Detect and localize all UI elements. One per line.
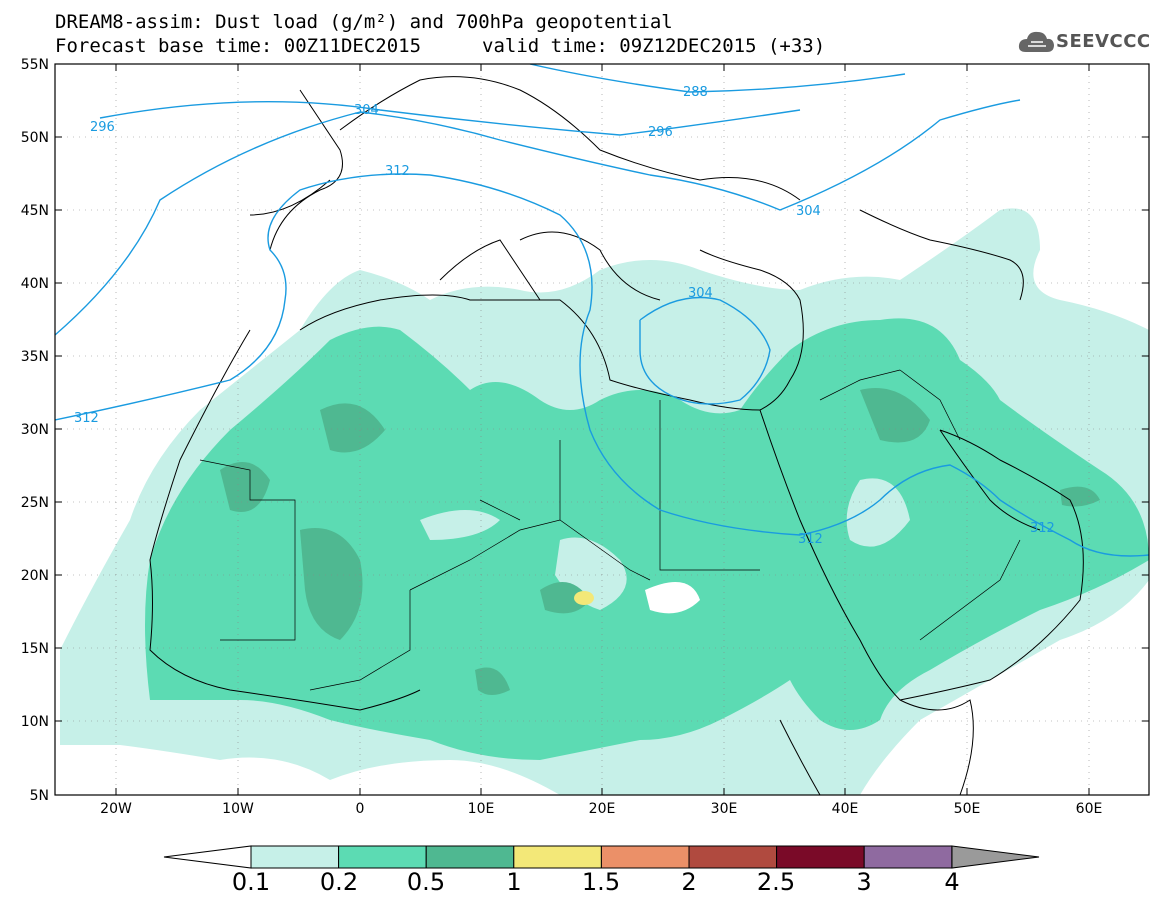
logo-text: SEEVCCC (1056, 31, 1151, 52)
cloud-logo-icon (1018, 31, 1054, 52)
lon-label: 30E (711, 801, 738, 817)
lat-label: 35N (21, 349, 49, 365)
base-time: Forecast base time: 00Z11DEC2015 (55, 35, 422, 57)
lat-label: 30N (21, 422, 49, 438)
country-borders (199, 369, 1021, 691)
legend-under-arrow (163, 845, 252, 869)
legend-label: 1 (506, 868, 522, 896)
lon-label: 40E (832, 801, 859, 817)
graticule (55, 64, 1149, 795)
legend-swatch (688, 845, 778, 869)
dust-band-05 (300, 528, 363, 640)
lat-label: 10N (21, 714, 49, 730)
geopotential-contours (55, 64, 1149, 557)
legend-swatch (863, 845, 953, 869)
dust-band-1 (574, 591, 594, 605)
contour-labels: 288 296 296 304 304 304 312 312 312 312 (74, 85, 1055, 547)
lat-label: 5N (30, 788, 49, 804)
lon-label: 10E (468, 801, 495, 817)
contour-label: 304 (688, 286, 713, 301)
contour-label: 288 (683, 85, 708, 100)
lon-label: 10W (222, 801, 254, 817)
lon-label: 50E (954, 801, 981, 817)
legend-swatch (776, 845, 865, 869)
lat-label: 20N (21, 568, 49, 584)
legend-label: 0.1 (231, 868, 271, 896)
legend-swatch (250, 845, 340, 869)
legend-label: 1.5 (581, 868, 621, 896)
lon-label: 20W (100, 801, 132, 817)
contour-label: 312 (74, 411, 99, 426)
latitude-labels: 55N 50N 45N 40N 35N 30N 25N 20N 15N 10N … (21, 57, 49, 804)
legend-swatch (338, 845, 427, 869)
lon-label: 0 (356, 801, 365, 817)
longitude-labels: 20W 10W 0 10E 20E 30E 40E 50E 60E (100, 801, 1102, 817)
lat-label: 40N (21, 276, 49, 292)
legend-over-arrow (951, 845, 1040, 869)
contour-label: 312 (1030, 521, 1055, 536)
lat-label: 45N (21, 203, 49, 219)
lon-label: 20E (589, 801, 616, 817)
contour-label: 312 (798, 532, 823, 547)
contour-label: 304 (354, 103, 379, 118)
forecast-times: Forecast base time: 00Z11DEC2015 valid ti… (55, 35, 825, 57)
legend-label: 0.2 (319, 868, 359, 896)
legend-label: 2 (681, 868, 697, 896)
contour-label: 296 (90, 120, 115, 135)
legend-swatch (600, 845, 690, 869)
legend-label: 4 (944, 868, 960, 896)
color-legend (163, 845, 1040, 869)
legend-label: 3 (856, 868, 872, 896)
lat-label: 15N (21, 641, 49, 657)
lat-label: 25N (21, 495, 49, 511)
contour-label: 304 (796, 204, 821, 219)
map-title: DREAM8-assim: Dust load (g/m²) and 700hP… (55, 11, 673, 33)
coastlines (149, 76, 1084, 795)
legend-label: 0.5 (406, 868, 446, 896)
lat-label: 55N (21, 57, 49, 73)
lat-label: 50N (21, 130, 49, 146)
valid-time: valid time: 09Z12DEC2015 (+33) (482, 35, 826, 57)
legend-label: 2.5 (756, 868, 796, 896)
lon-label: 60E (1076, 801, 1103, 817)
legend-swatch (425, 845, 515, 869)
contour-label: 296 (648, 125, 673, 140)
axis-ticks (55, 64, 1149, 795)
map-field: 288 296 296 304 304 304 312 312 312 312 (55, 64, 1149, 795)
legend-swatch (513, 845, 602, 869)
contour-label: 312 (385, 164, 410, 179)
